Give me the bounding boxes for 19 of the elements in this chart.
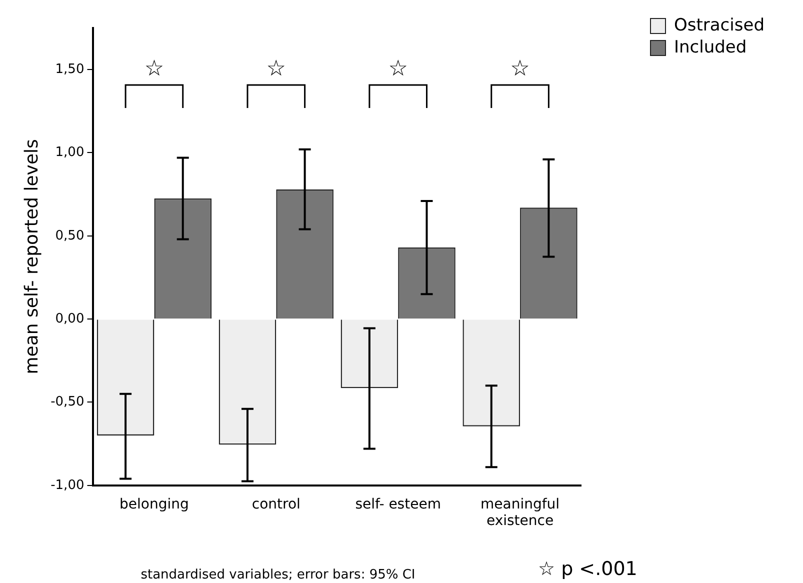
x-tick-label: self- esteem bbox=[355, 496, 441, 512]
x-tick-label: meaningful existence bbox=[480, 496, 560, 530]
y-tick-label: 0,00 bbox=[55, 311, 84, 326]
y-axis-title: mean self- reported levels bbox=[21, 139, 42, 374]
text: ☆ p <.001 bbox=[538, 558, 638, 580]
legend-label: Ostracised bbox=[674, 15, 764, 36]
x-tick-label: control bbox=[252, 496, 300, 512]
text: standardised variables; error bars: 95% CI bbox=[140, 567, 416, 582]
annotation: ☆ bbox=[510, 56, 530, 82]
y-tick-label: 1,50 bbox=[55, 62, 84, 77]
y-tick-label: -0,50 bbox=[50, 394, 84, 410]
annotation: ☆ bbox=[388, 56, 408, 82]
x-tick-label: belonging bbox=[120, 496, 189, 512]
y-tick-label: 0,50 bbox=[55, 228, 84, 244]
annotation: ☆ bbox=[266, 56, 286, 82]
y-tick-label: 1,00 bbox=[55, 145, 84, 160]
legend-label: Included bbox=[674, 37, 747, 58]
annotation: ☆ bbox=[144, 56, 164, 82]
y-tick-label: -1,00 bbox=[50, 478, 84, 493]
